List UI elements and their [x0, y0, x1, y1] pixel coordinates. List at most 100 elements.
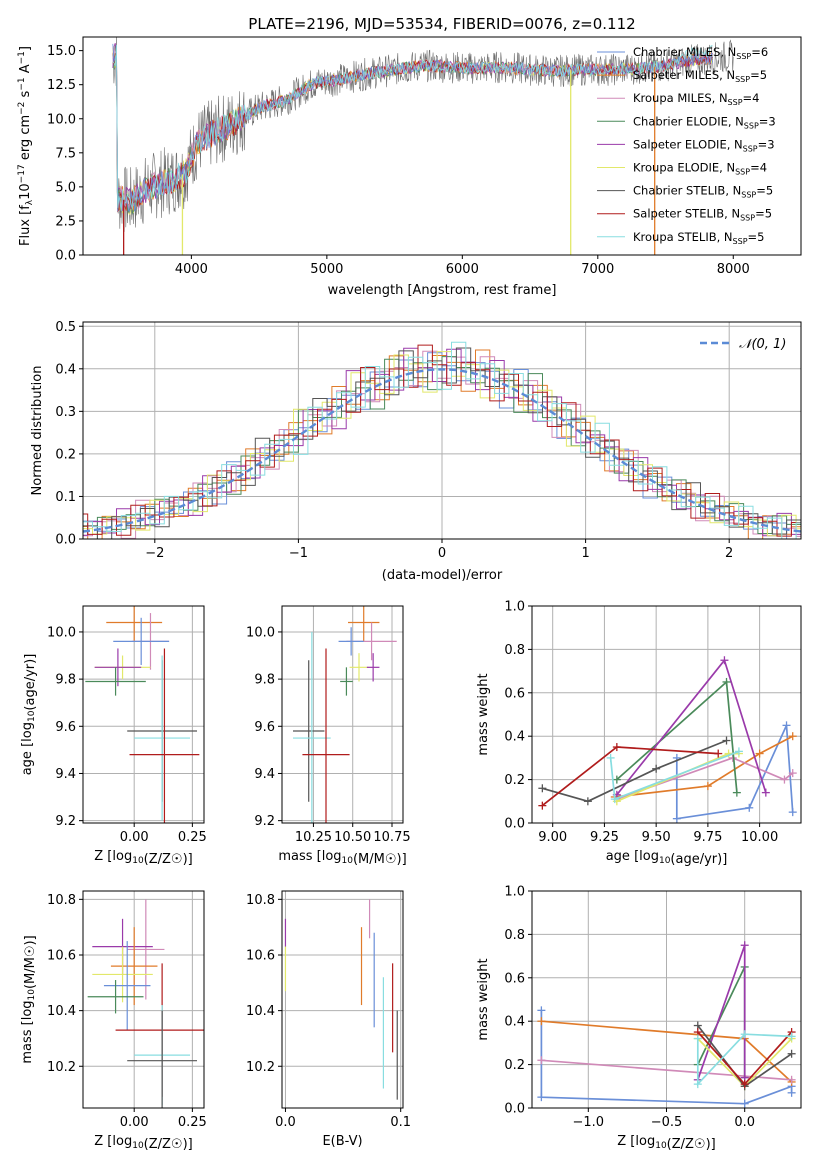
- mass-vs-z-frame: [82, 890, 205, 1109]
- y-tick-label: 10.4: [246, 1004, 275, 1019]
- y-tick-label: 9.2: [55, 814, 76, 829]
- y-tick-label: 0.0: [55, 533, 76, 548]
- legend-entry-ke: Kroupa ELODIE, NSSP=4: [633, 161, 767, 177]
- y-tick-label: 9.2: [254, 814, 275, 829]
- spectrum-title: PLATE=2196, MJD=53534, FIBERID=0076, z=0…: [248, 15, 635, 33]
- weight-vs-z-series-ks: [696, 1033, 792, 1087]
- weight-vs-age-series-cs: [542, 739, 727, 803]
- weight-vs-age-xlabel: age [log10(age/yr)]: [606, 849, 728, 867]
- weight-vs-z-lines: [537, 941, 796, 1108]
- legend-entry-ks: Kroupa STELIB, NSSP=5: [633, 230, 764, 246]
- weight-vs-z-ylabel: mass weight: [476, 958, 491, 1040]
- y-tick-label: 9.6: [55, 720, 76, 735]
- y-tick-label: 10.2: [246, 1060, 275, 1075]
- age-vs-mass-points: [293, 606, 397, 823]
- y-tick-label: 9.4: [55, 767, 76, 782]
- y-tick-label: 0.2: [55, 447, 76, 462]
- weight-vs-age-series-ks: [609, 750, 740, 801]
- x-tick-label: 0.25: [178, 830, 207, 845]
- x-tick-label: 0.0: [734, 1115, 755, 1130]
- mass-vs-z-points: [87, 899, 204, 1108]
- spectrum-axes: 4000 5000 6000 7000 8000 0.0 2.5 5.0 7.5 10.0 12.5…: [17, 15, 802, 298]
- mass-vs-ebv-points: [284, 899, 398, 1100]
- y-tick-label: 10.0: [246, 625, 275, 640]
- residuals-xlabel: (data-model)/error: [382, 568, 503, 583]
- legend-entry-ss: Salpeter STELIB, NSSP=5: [633, 207, 772, 223]
- y-tick-label: 0.2: [504, 1058, 525, 1073]
- histogram-series-ks: [83, 341, 801, 539]
- x-tick-label: −2: [145, 546, 164, 561]
- x-tick-label: −1: [289, 546, 308, 561]
- age-vs-mass-xlabel: mass [log10(M/M☉)]: [278, 849, 406, 867]
- age-vs-z-xlabel: Z [log10(Z/Z☉)]: [94, 849, 192, 867]
- weight-vs-z-xlabel: Z [log10(Z/Z☉)]: [617, 1134, 715, 1152]
- residuals-frame: [82, 321, 802, 540]
- y-tick-label: 0.0: [504, 1102, 525, 1117]
- y-tick-label: 0.4: [55, 362, 76, 377]
- x-tick-label: 9.75: [693, 830, 722, 845]
- x-tick-label: 0.0: [275, 1115, 296, 1130]
- x-tick-label: 0.00: [120, 1115, 149, 1130]
- age-vs-z-points: [85, 606, 200, 823]
- age-vs-mass-axes: 10.25 10.50 10.75 9.2 9.4 9.6 9.8 10.0 mass [log…: [246, 605, 411, 867]
- y-tick-label: 0.0: [504, 817, 525, 832]
- x-tick-label: 10.25: [295, 830, 332, 845]
- spectrum-traces: [112, 37, 734, 255]
- y-tick-label: 10.8: [246, 893, 275, 908]
- x-tick-label: 0.25: [178, 1115, 207, 1130]
- y-tick-label: 0.2: [504, 773, 525, 788]
- residuals-axes: −2 −1 0 1 2 0.0 0.1 0.2 0.3 0.4 0.5 𝒩(0, 1) (data-mo…: [30, 320, 802, 583]
- x-tick-label: 7000: [581, 262, 614, 277]
- legend-entry-cm: Chabrier MILES, NSSP=6: [633, 45, 768, 61]
- y-tick-label: 7.5: [55, 146, 76, 161]
- age-vs-z-ylabel: age [log10(age/yr)]: [20, 654, 38, 776]
- spectrum-ylabel: Flux [fλ10−17 erg cm−2 s−1 A−1]: [17, 46, 35, 246]
- legend-entry-ce: Chabrier ELODIE, NSSP=3: [633, 114, 776, 130]
- x-tick-label: 10.00: [741, 830, 778, 845]
- y-tick-label: 10.2: [47, 1060, 76, 1075]
- histogram-series-cs: [83, 347, 801, 539]
- x-tick-label: −1.0: [573, 1115, 605, 1130]
- weight-vs-age-lines: [538, 656, 797, 823]
- weight-vs-age-series-ss: [541, 746, 719, 807]
- x-tick-label: 9.25: [590, 830, 619, 845]
- x-tick-label: 0.00: [120, 830, 149, 845]
- grid-lines: [282, 891, 403, 1108]
- y-tick-label: 0.1: [55, 490, 76, 505]
- y-tick-label: 9.6: [254, 720, 275, 735]
- y-tick-label: 9.4: [254, 767, 275, 782]
- x-tick-label: 6000: [446, 262, 479, 277]
- weight-vs-age-frame: [531, 605, 802, 824]
- y-tick-label: 1.0: [504, 600, 525, 615]
- spectrum-legend: Chabrier MILES, NSSP=6 Salpeter MILES, NS…: [597, 45, 776, 246]
- weight-vs-z-series-km: [541, 1059, 792, 1081]
- residuals-histograms: [83, 341, 801, 539]
- x-tick-label: 5000: [310, 262, 343, 277]
- legend-entry-cs: Chabrier STELIB, NSSP=5: [633, 184, 773, 200]
- y-tick-label: 0.4: [504, 730, 525, 745]
- y-tick-label: 15.0: [47, 44, 76, 59]
- mass-vs-ebv-axes: 0.0 0.1 10.2 10.4 10.6 10.8 E(B-V): [246, 890, 411, 1149]
- weight-vs-age-ylabel: mass weight: [476, 673, 491, 755]
- spectrum-frame: [82, 36, 802, 256]
- age-vs-mass-frame: [281, 605, 404, 824]
- spectrum-series-ss: [112, 52, 714, 213]
- x-tick-label: 10.50: [334, 830, 371, 845]
- normal-reference-curve: [83, 368, 801, 533]
- age-vs-z-axes: 0.00 0.25 9.2 9.4 9.6 9.8 10.0 Z [log10(Z/Z☉)] a…: [20, 605, 207, 867]
- grid-lines: [83, 606, 204, 823]
- y-tick-label: 0.8: [504, 928, 525, 943]
- y-tick-label: 9.8: [254, 673, 275, 688]
- x-tick-label: −0.5: [651, 1115, 683, 1130]
- mass-vs-ebv-frame: [281, 890, 404, 1109]
- mass-vs-z-ylabel: mass [log10(M/M☉)]: [20, 935, 38, 1063]
- weight-vs-age-series-se: [616, 658, 767, 796]
- mass-vs-z-axes: 0.00 0.25 10.2 10.4 10.6 10.8 Z [log10(Z/Z☉)] m…: [20, 890, 207, 1152]
- legend-entry-normal: 𝒩(0, 1): [739, 337, 786, 352]
- y-tick-label: 0.5: [55, 320, 76, 335]
- x-tick-label: 10.75: [373, 830, 410, 845]
- y-tick-label: 10.0: [47, 625, 76, 640]
- y-tick-label: 0.6: [504, 971, 525, 986]
- x-tick-label: 0: [438, 546, 446, 561]
